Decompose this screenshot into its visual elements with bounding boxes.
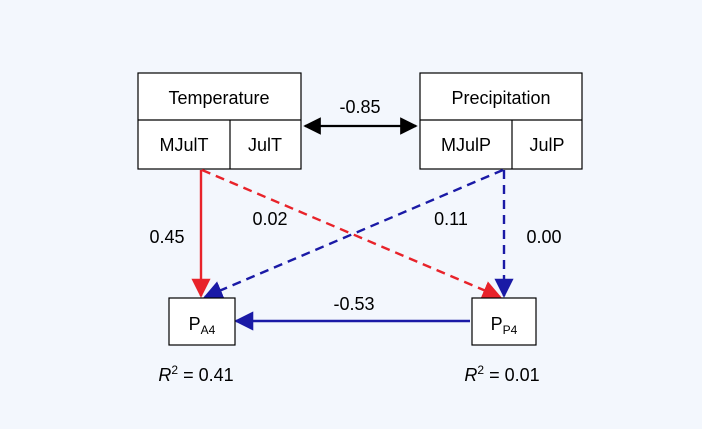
temperature-box: Temperature MJulT JulT: [137, 72, 302, 170]
pa4-subscript: A4: [201, 323, 216, 337]
pa4-label: PA4: [189, 314, 216, 337]
correlation-label: -0.85: [339, 97, 380, 117]
pa4-main: P: [189, 314, 201, 334]
pp4-to-pa4-coefficient: -0.53: [333, 294, 374, 314]
pp4-box-outline: [471, 297, 537, 346]
precipitation-box-outline: [419, 72, 583, 170]
precipitation-box: Precipitation MJulP JulP: [419, 72, 583, 170]
pp4-r-value: = 0.01: [484, 365, 540, 385]
temperature-box-outline: [137, 72, 302, 170]
precipitation-title: Precipitation: [451, 88, 550, 108]
temp-to-pa4-coefficient: 0.45: [149, 227, 184, 247]
pp4-subscript: P4: [503, 323, 518, 337]
temperature-mjult-label: MJulT: [160, 135, 209, 155]
temperature-title: Temperature: [168, 88, 269, 108]
precipitation-julp-label: JulP: [529, 135, 564, 155]
pa4-box-outline: [168, 297, 236, 346]
precip-to-pa4-arrow: [203, 168, 504, 300]
temp-to-pp4-coefficient: 0.02: [252, 209, 287, 229]
pp4-r-exponent: 2: [477, 363, 484, 377]
pp4-label: PP4: [491, 314, 518, 337]
pa4-box: PA4: [168, 297, 236, 346]
pa4-r-exponent: 2: [171, 363, 178, 377]
pp4-r-squared: R2 = 0.01: [464, 363, 539, 385]
pa4-r-value: = 0.41: [178, 365, 234, 385]
precip-to-pa4-coefficient: 0.11: [434, 209, 468, 229]
pp4-r-symbol: R: [464, 365, 477, 385]
pa4-r-symbol: R: [158, 365, 171, 385]
precip-to-pp4-coefficient: 0.00: [526, 227, 561, 247]
temperature-jult-label: JulT: [248, 135, 282, 155]
pa4-r-squared: R2 = 0.41: [158, 363, 233, 385]
pp4-main: P: [491, 314, 503, 334]
pp4-box: PP4: [471, 297, 537, 346]
precipitation-mjulp-label: MJulP: [441, 135, 491, 155]
temp-to-pp4-arrow: [201, 168, 502, 300]
